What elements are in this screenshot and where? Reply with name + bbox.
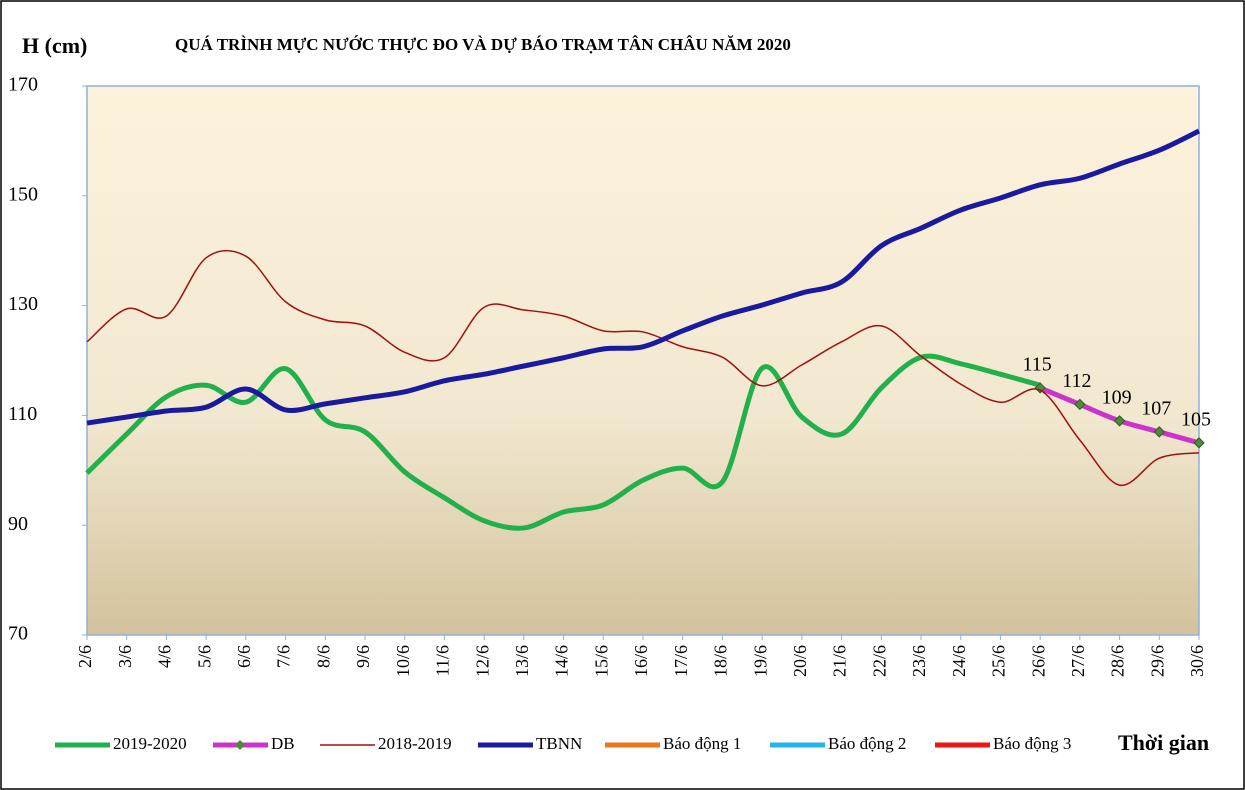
x-tick-label: 14/6	[552, 645, 572, 677]
marker	[1074, 398, 1086, 411]
x-tick-label: 26/6	[1028, 645, 1048, 677]
x-tick-label: 29/6	[1147, 645, 1167, 677]
x-tick-label: 22/6	[869, 645, 889, 677]
legend-marker	[235, 740, 245, 750]
x-tick-label: 25/6	[989, 645, 1009, 677]
legend-label: Báo động 1	[663, 734, 741, 753]
legend-label: TBNN	[536, 734, 582, 753]
x-tick-label: 11/6	[433, 645, 453, 676]
x-axis-label: Thời gian	[1118, 730, 1209, 755]
x-tick-label: 5/6	[194, 645, 214, 668]
series-line	[86, 128, 1201, 426]
x-tick-label: 28/6	[1108, 645, 1128, 677]
x-tick-label: 17/6	[671, 645, 691, 677]
y-tick-label: 90	[8, 513, 28, 535]
x-tick-label: 27/6	[1068, 645, 1088, 677]
y-tick-label: 170	[8, 74, 38, 96]
x-tick-label: 6/6	[234, 645, 254, 668]
series-line	[86, 249, 1200, 486]
legend-label: Báo động 2	[828, 734, 906, 753]
marker	[1153, 426, 1165, 438]
legend-label: DB	[271, 734, 295, 753]
x-tick-label: 15/6	[591, 645, 611, 677]
legend-label: 2018-2019	[378, 734, 452, 753]
x-tick-label: 30/6	[1187, 645, 1207, 677]
data-label: 109	[1102, 386, 1132, 408]
y-tick-label: 150	[8, 183, 38, 205]
x-tick-label: 24/6	[949, 645, 969, 677]
data-label: 112	[1062, 370, 1091, 392]
x-tick-label: 10/6	[393, 645, 413, 677]
y-tick-label: 70	[8, 623, 28, 645]
x-tick-label: 18/6	[711, 645, 731, 677]
x-tick-label: 23/6	[909, 645, 929, 677]
data-label: 105	[1181, 408, 1211, 430]
legend-label: 2019-2020	[113, 734, 187, 753]
marker	[1193, 437, 1205, 449]
x-tick-label: 2/6	[75, 645, 95, 668]
x-tick-label: 3/6	[115, 645, 135, 668]
y-tick-label: 110	[8, 403, 37, 425]
x-tick-label: 19/6	[750, 645, 770, 677]
x-tick-label: 12/6	[472, 645, 492, 677]
series-line	[85, 353, 1041, 531]
chart-title: QUÁ TRÌNH MỰC NƯỚC THỰC ĐO VÀ DỰ BÁO TRẠ…	[175, 35, 791, 54]
data-label: 115	[1023, 354, 1052, 376]
x-tick-label: 21/6	[830, 645, 850, 677]
y-axis-label: H (cm)	[22, 33, 87, 58]
data-label: 107	[1141, 397, 1171, 419]
x-tick-label: 20/6	[790, 645, 810, 677]
marker	[1034, 382, 1046, 394]
x-tick-label: 13/6	[512, 645, 532, 677]
x-tick-label: 4/6	[155, 645, 175, 668]
y-tick-label: 130	[8, 293, 38, 315]
x-tick-label: 16/6	[631, 645, 651, 677]
x-tick-label: 9/6	[353, 645, 373, 668]
x-tick-label: 7/6	[274, 645, 294, 668]
marker	[1113, 415, 1126, 427]
legend-label: Báo động 3	[993, 734, 1071, 753]
plot-area	[86, 85, 1200, 636]
x-tick-label: 8/6	[313, 645, 333, 668]
